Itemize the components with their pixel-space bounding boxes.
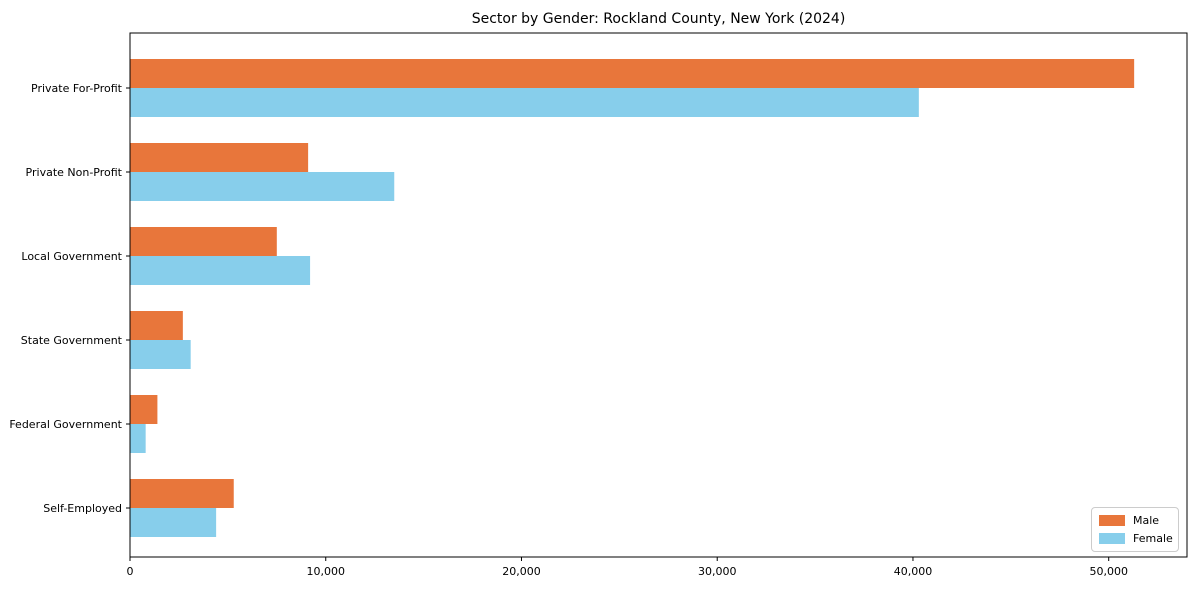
- legend-label-female: Female: [1133, 532, 1173, 545]
- legend-swatch-male: [1099, 515, 1125, 526]
- y-tick-label: Private For-Profit: [31, 82, 123, 95]
- legend-item-male: Male: [1099, 514, 1170, 527]
- y-tick-label: Federal Government: [9, 418, 122, 431]
- bar-male-state-government: [130, 311, 183, 340]
- y-tick-label: Self-Employed: [43, 502, 122, 515]
- bar-male-local-government: [130, 227, 277, 256]
- bar-male-self-employed: [130, 479, 234, 508]
- x-tick-label: 20,000: [502, 565, 541, 578]
- chart-title: Sector by Gender: Rockland County, New Y…: [471, 11, 846, 27]
- bar-female-state-government: [130, 340, 191, 369]
- x-tick-label: 10,000: [306, 565, 345, 578]
- x-tick-label: 40,000: [894, 565, 933, 578]
- legend-swatch-female: [1099, 533, 1125, 544]
- y-tick-label: State Government: [21, 334, 123, 347]
- legend-item-female: Female: [1099, 532, 1173, 545]
- bar-female-private-for-profit: [130, 88, 919, 117]
- bar-male-private-non-profit: [130, 143, 309, 172]
- bar-male-federal-government: [130, 395, 158, 424]
- bar-female-local-government: [130, 256, 311, 285]
- y-tick-label: Local Government: [21, 250, 122, 263]
- legend-label-male: Male: [1133, 514, 1160, 527]
- legend: Male Female: [1091, 507, 1179, 552]
- y-tick-label: Private Non-Profit: [26, 166, 123, 179]
- plot-border: [129, 32, 1188, 558]
- bar-female-self-employed: [130, 508, 217, 537]
- bar-male-private-for-profit: [130, 59, 1135, 88]
- bar-female-federal-government: [130, 424, 146, 453]
- x-tick-label: 50,000: [1089, 565, 1128, 578]
- bar-female-private-non-profit: [130, 172, 395, 201]
- x-tick-label: 0: [127, 565, 134, 578]
- x-tick-label: 30,000: [698, 565, 737, 578]
